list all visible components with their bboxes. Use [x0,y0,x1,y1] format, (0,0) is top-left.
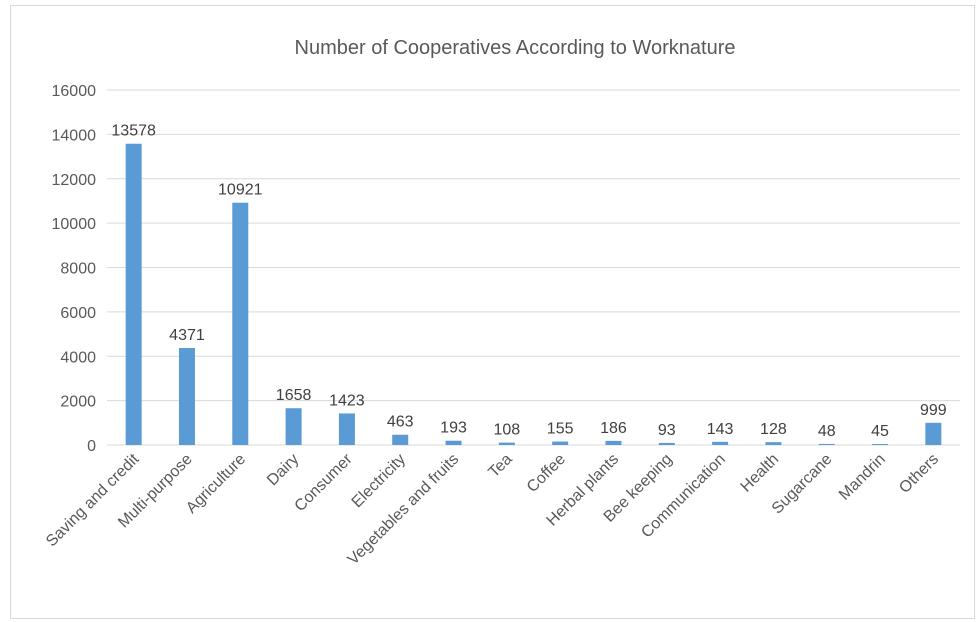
bar [712,441,729,445]
x-category-label: Dairy [264,451,302,489]
bar [872,444,889,445]
y-tick-label: 16000 [52,83,97,100]
bar [925,422,942,445]
x-axis-categories: Saving and creditMulti-purposeAgricultur… [43,450,942,568]
bar [765,442,782,445]
data-label: 4371 [169,327,205,344]
x-category-label: Coffee [524,451,569,496]
y-tick-label: 0 [87,438,96,455]
x-category-label: Health [738,451,783,496]
data-label: 193 [440,420,467,437]
y-tick-label: 12000 [52,172,97,189]
y-axis-ticks: 0 2000 4000 6000 8000 10000 12000 14000 16000 [52,83,97,455]
x-category-label: Mandrin [836,451,889,504]
data-label: 45 [871,423,889,440]
data-labels: 13578 4371 10921 1658 1423 463 193 108 155 186 93 1… [111,123,946,440]
data-label: 48 [818,423,836,440]
x-category-label: Tea [485,451,515,481]
bar [658,442,675,445]
data-label: 1658 [276,387,312,404]
chart-title: Number of Cooperatives According to Work… [295,37,736,59]
bar [232,202,249,445]
data-label: 463 [387,414,414,431]
y-tick-label: 10000 [52,216,97,233]
bar [178,348,195,445]
bars [125,143,942,445]
data-label: 128 [760,421,787,438]
bar [605,440,622,445]
data-label: 186 [600,420,627,437]
data-label: 999 [920,402,947,419]
bar [818,443,835,445]
data-label: 10921 [218,182,263,199]
bar [445,440,462,445]
data-label: 93 [658,422,676,439]
x-category-label: Consumer [292,450,357,515]
bar [552,441,569,445]
data-label: 13578 [111,123,156,140]
bar [338,413,355,445]
bar [125,143,142,445]
y-tick-label: 4000 [60,349,96,366]
bar [392,434,409,445]
y-tick-label: 14000 [52,127,97,144]
y-tick-label: 6000 [60,305,96,322]
x-category-label: Saving and credit [43,450,143,550]
data-label: 155 [547,421,574,438]
bar [285,408,302,445]
data-label: 1423 [329,392,365,409]
y-tick-label: 8000 [60,261,96,278]
gridlines [107,89,960,446]
x-category-label: Others [896,451,942,497]
data-label: 108 [493,422,520,439]
x-category-label: Vegetables and fruits [345,451,463,569]
bar [498,442,515,445]
y-tick-label: 2000 [60,394,96,411]
data-label: 143 [707,421,734,438]
